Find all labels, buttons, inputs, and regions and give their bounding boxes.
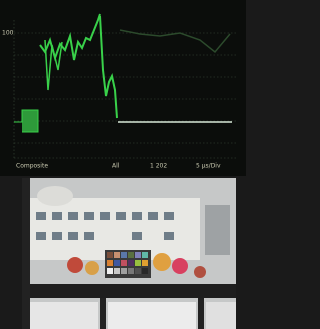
screen: 100 Composite All 1 202 5 µs/Div: [0, 0, 246, 329]
status-text: Composite: [16, 163, 48, 170]
waveform-panel: [0, 0, 246, 176]
scale-label: 100: [2, 30, 14, 37]
status-text: 1 202: [150, 163, 167, 170]
page: 100 Composite All 1 202 5 µs/Div: [0, 0, 320, 329]
status-text: All: [112, 163, 120, 170]
camera-image: [22, 178, 236, 329]
status-text: 5 µs/Div: [196, 163, 221, 170]
